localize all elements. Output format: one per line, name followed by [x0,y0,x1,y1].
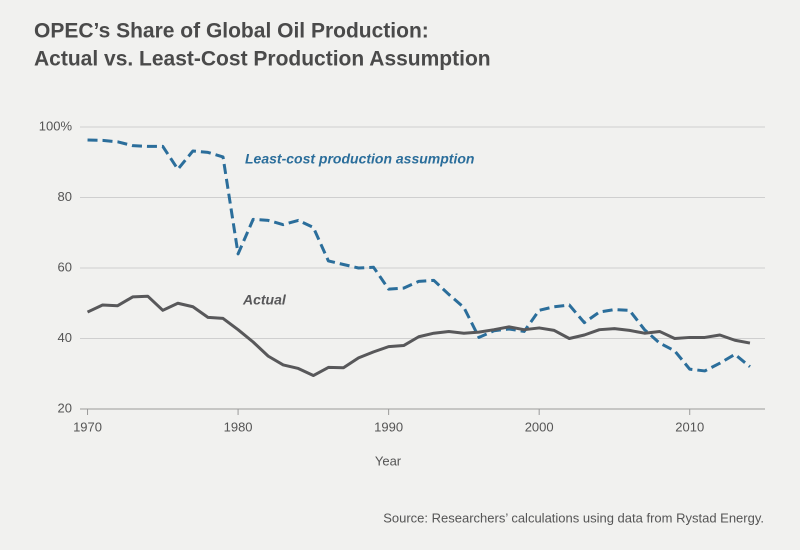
x-tick-label: 1970 [73,419,102,434]
series-line [86,294,751,378]
series-label: Actual [242,292,287,308]
chart-title: Actual vs. Least-Cost Production Assumpt… [34,48,491,71]
x-tick-label: 1990 [374,419,403,434]
x-tick-label: 2000 [525,419,554,434]
x-tick-label: 2010 [675,419,704,434]
y-tick-label: 80 [58,189,72,204]
source-note: Source: Researchers’ calculations using … [383,510,764,525]
y-tick-label: 60 [58,259,72,274]
x-axis-title: Year [375,453,402,468]
x-tick-label: 1980 [224,419,253,434]
y-tick-label: 20 [58,400,72,415]
y-tick-label: 100% [39,118,73,133]
series-label: Least-cost production assumption [245,151,474,167]
chart-title: OPEC’s Share of Global Oil Production: [34,20,429,43]
y-tick-label: 40 [58,330,72,345]
series-line [87,138,751,373]
